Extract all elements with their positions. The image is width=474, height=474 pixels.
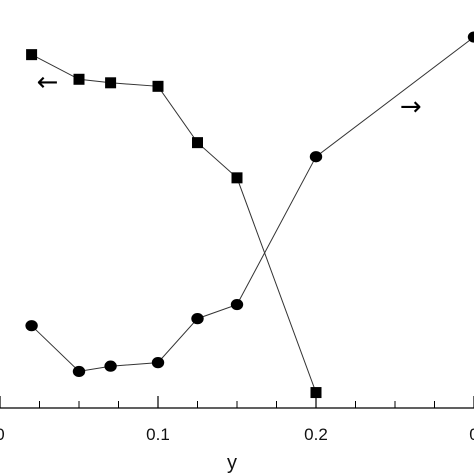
circle-marker: [72, 365, 86, 378]
right-arrow-icon: →: [400, 92, 422, 122]
square-series-line: [31, 54, 317, 393]
circle-marker: [191, 313, 204, 325]
axes-layer: 0 0.1 0.2 0 y: [0, 396, 474, 474]
circle-marker: [104, 360, 117, 372]
square-series: [26, 49, 322, 399]
x-axis-tick-labels: 0 0.1 0.2 0: [0, 425, 474, 444]
x-tick-label: 0.2: [304, 425, 328, 444]
square-marker: [152, 80, 164, 92]
circle-series: [25, 31, 474, 378]
square-marker: [26, 49, 38, 61]
circle-marker: [467, 31, 474, 43]
x-tick-label: 0: [0, 425, 5, 444]
circle-marker: [230, 298, 244, 311]
square-marker: [231, 172, 243, 184]
x-axis-label: y: [227, 452, 237, 474]
square-marker: [73, 73, 85, 85]
x-axis-ticks: [0, 396, 474, 408]
square-marker: [192, 137, 203, 149]
circle-marker: [151, 357, 165, 369]
left-arrow-icon: ←: [37, 67, 59, 97]
square-marker: [105, 77, 117, 89]
square-marker: [310, 387, 322, 399]
x-tick-label: 0: [469, 425, 474, 444]
circle-marker: [25, 320, 38, 332]
circle-series-line: [31, 36, 474, 372]
circle-marker: [309, 151, 323, 163]
annotation-layer: ←→: [37, 67, 422, 122]
series-layer: [25, 31, 474, 399]
x-tick-label: 0.1: [146, 425, 170, 444]
